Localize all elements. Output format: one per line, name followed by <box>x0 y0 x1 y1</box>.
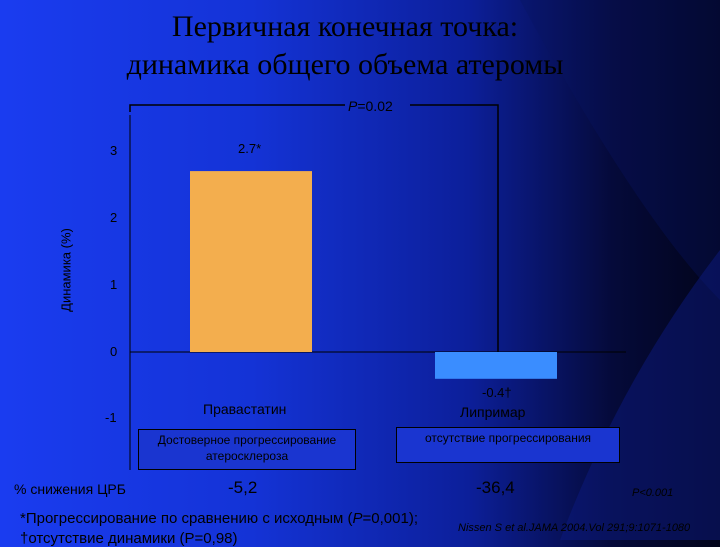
status-box-pravastatin: Достоверное прогрессирование атеросклеро… <box>138 429 356 470</box>
footnote-progression: *Прогрессирование по сравнению с исходны… <box>20 510 418 527</box>
y-tick-label: 0 <box>110 344 118 359</box>
data-label-1: 2.7* <box>238 141 262 156</box>
crp-p-value: P<0.001 <box>632 487 674 499</box>
y-tick-label: 1 <box>110 277 118 292</box>
category-label-2: Липримар <box>460 404 526 420</box>
y-tick-label: 2 <box>110 210 118 225</box>
crp-value-pravastatin: -5,2 <box>228 478 258 497</box>
crp-label: % снижения ЦРБ <box>14 481 126 497</box>
y-tick-label: -1 <box>105 410 117 425</box>
y-axis-label: Динамика (%) <box>58 228 74 312</box>
significance-bracket-right <box>410 104 499 360</box>
crp-value-lipitor: -36,4 <box>476 478 515 497</box>
p-value-bracket-label: P=0.02 <box>348 98 393 114</box>
category-label-1: Правастатин <box>203 401 287 417</box>
slide-title-line2: динамика общего объема атеромы <box>126 48 564 81</box>
bar-1 <box>190 171 312 352</box>
reference-citation: Nissen S et al.JAMA 2004.Vol 291;9:1071-… <box>458 522 691 534</box>
y-tick-label: 3 <box>110 143 118 158</box>
slide-title-line1: Первичная конечная точка: <box>171 10 519 43</box>
status-box-lipitor: отсутствие прогрессирования <box>396 427 620 463</box>
data-label-2: -0.4† <box>482 385 512 400</box>
bar-2 <box>435 352 557 379</box>
footnote-no-change: †отсутствие динамики (P=0,98) <box>20 530 238 547</box>
significance-bracket <box>129 104 345 112</box>
